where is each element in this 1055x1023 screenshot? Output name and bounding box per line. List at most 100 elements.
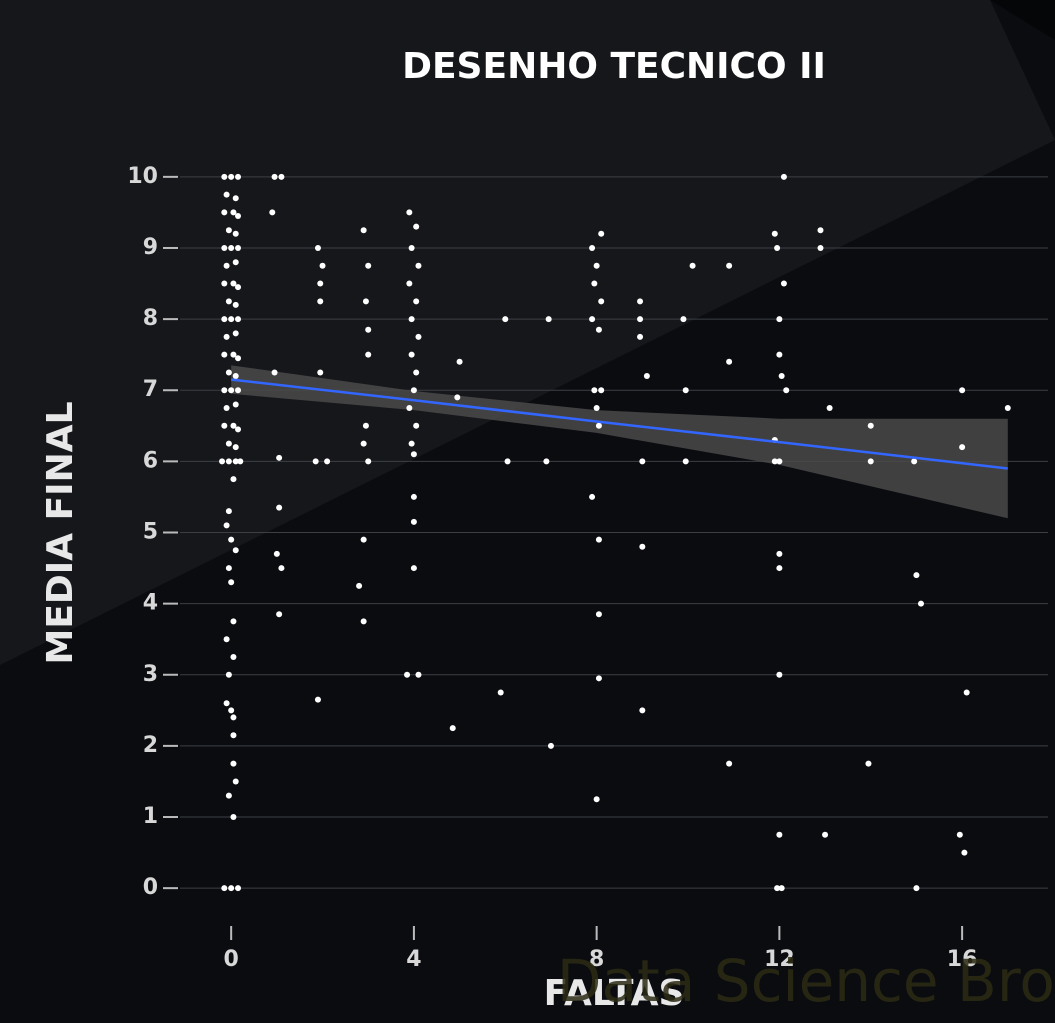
point [221, 422, 228, 429]
point [637, 333, 644, 340]
y-tick-label: 2 [143, 733, 158, 758]
y-tick-label: 10 [127, 164, 158, 189]
point [223, 262, 230, 269]
point [232, 778, 239, 785]
point [278, 565, 285, 572]
point [826, 405, 833, 412]
point [230, 209, 237, 216]
point [269, 209, 276, 216]
point [456, 358, 463, 365]
point [776, 316, 783, 323]
point [278, 173, 285, 180]
y-tick-label: 7 [143, 377, 158, 402]
point [362, 422, 369, 429]
point [221, 244, 228, 251]
point [497, 689, 504, 696]
point [778, 373, 785, 380]
point [504, 458, 511, 465]
point [591, 280, 598, 287]
point [410, 451, 417, 458]
point [595, 536, 602, 543]
point [324, 458, 331, 465]
point [639, 458, 646, 465]
point [682, 387, 689, 394]
point [360, 227, 367, 234]
point [223, 191, 230, 198]
point [276, 611, 283, 618]
point [598, 387, 605, 394]
point [406, 280, 413, 287]
y-tick-label: 4 [143, 591, 158, 616]
point [230, 476, 237, 483]
x-tick-label: 4 [406, 947, 421, 972]
point [235, 316, 242, 323]
point [273, 550, 280, 557]
point [776, 671, 783, 678]
point [232, 547, 239, 554]
point [230, 760, 237, 767]
point [726, 760, 733, 767]
point [410, 387, 417, 394]
point [780, 280, 787, 287]
point [771, 230, 778, 237]
point [317, 280, 324, 287]
point [593, 405, 600, 412]
point [776, 565, 783, 572]
point [726, 358, 733, 365]
point [276, 504, 283, 511]
point [413, 223, 420, 230]
background-corner [990, 0, 1055, 40]
point [959, 387, 966, 394]
point [595, 611, 602, 618]
point [317, 298, 324, 305]
point [404, 671, 411, 678]
point [591, 387, 598, 394]
point [221, 316, 228, 323]
point [225, 671, 232, 678]
point [817, 227, 824, 234]
point [356, 582, 363, 589]
point [589, 493, 596, 500]
point [408, 351, 415, 358]
point [225, 508, 232, 515]
y-axis-label: MEDIA FINAL [40, 401, 81, 664]
point [963, 689, 970, 696]
y-tick-label: 9 [143, 235, 158, 260]
watermark: Data Science Broon [557, 947, 1055, 1015]
point [415, 262, 422, 269]
point [867, 422, 874, 429]
point [360, 618, 367, 625]
point [237, 458, 244, 465]
point [776, 458, 783, 465]
y-tick-label: 8 [143, 306, 158, 331]
point [223, 522, 230, 529]
chart-title: DESENHO TECNICO II [402, 46, 826, 87]
point [228, 173, 235, 180]
point [406, 405, 413, 412]
point [314, 244, 321, 251]
point [545, 316, 552, 323]
point [223, 405, 230, 412]
point [913, 572, 920, 579]
point [413, 298, 420, 305]
point [317, 369, 324, 376]
point [413, 422, 420, 429]
point [219, 458, 226, 465]
point [228, 387, 235, 394]
point [232, 444, 239, 451]
point [228, 244, 235, 251]
point [639, 707, 646, 714]
point [408, 440, 415, 447]
point [867, 458, 874, 465]
point [639, 543, 646, 550]
point [223, 333, 230, 340]
point [235, 244, 242, 251]
point [502, 316, 509, 323]
point [598, 230, 605, 237]
point [778, 885, 785, 892]
point [454, 394, 461, 401]
point [221, 387, 228, 394]
trend-line [231, 378, 1008, 470]
point [413, 369, 420, 376]
point [228, 536, 235, 543]
